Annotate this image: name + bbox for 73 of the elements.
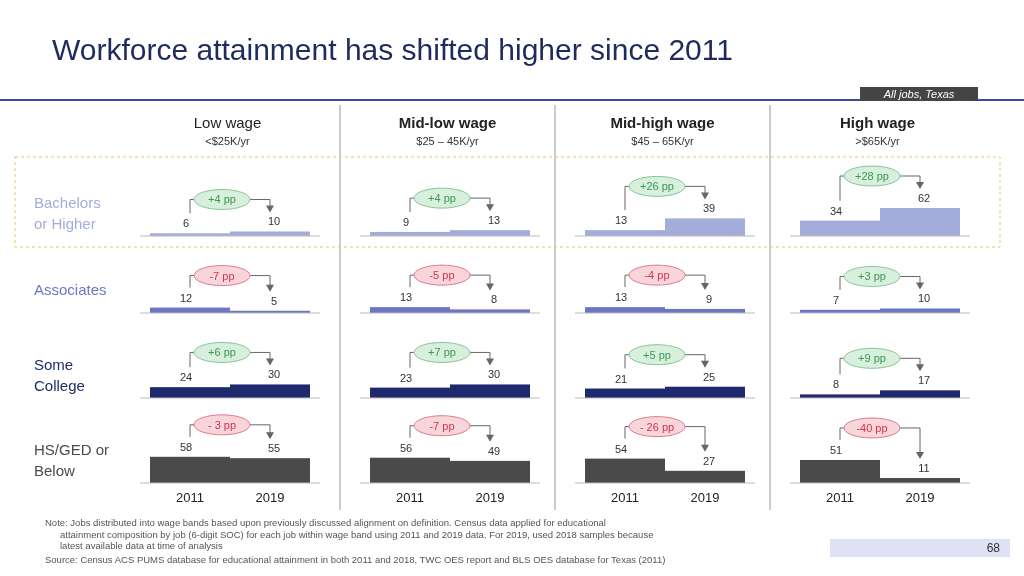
chart-subtitle: $25 – 45K/yr — [416, 135, 480, 147]
text: -7 pp — [429, 419, 455, 432]
text: +4 pp — [428, 192, 456, 205]
x-tick-label: 2011 — [826, 490, 854, 505]
data-label: 34 — [829, 204, 843, 217]
data-label: 13 — [614, 214, 628, 227]
x-tick-label: 2019 — [475, 490, 505, 505]
chart-title: High wage — [839, 114, 916, 131]
chart-subtitle: >$65K/yr — [855, 135, 900, 147]
text: - 3 pp — [207, 418, 237, 431]
data-label: 23 — [399, 371, 413, 384]
y-axis-title: Associates — [34, 281, 107, 298]
data-label: 25 — [702, 370, 716, 383]
data-label: 24 — [179, 371, 193, 384]
data-label: 5 — [270, 294, 278, 307]
data-label: 17 — [917, 374, 931, 387]
data-label: 51 — [829, 443, 843, 456]
chart-title: Mid-low wage — [398, 114, 497, 131]
x-tick-label: 2019 — [255, 490, 285, 505]
data-label: 55 — [267, 442, 281, 455]
text: +9 pp — [858, 352, 886, 365]
text: 68 — [986, 541, 1001, 555]
text: +5 pp — [643, 348, 671, 361]
data-label: 27 — [702, 454, 716, 467]
data-label: 58 — [179, 440, 193, 453]
data-label: 10 — [267, 215, 281, 228]
data-label: 30 — [267, 368, 281, 381]
text: -40 pp — [856, 421, 888, 434]
data-label: 62 — [917, 192, 931, 204]
data-label: 13 — [614, 291, 628, 304]
text: -4 pp — [644, 269, 670, 282]
x-tick-label: 2011 — [176, 490, 204, 505]
y-axis-title: HS/GED or Below — [34, 441, 110, 479]
x-tick-label: 2019 — [905, 490, 935, 505]
data-label: 7 — [832, 293, 840, 306]
text: +28 pp — [855, 170, 889, 182]
data-label: 13 — [399, 291, 413, 304]
text: Note: Jobs distributed into wage bands based upon previously discussed alignment on definition. Census data applied for educational attainment composition by job (6-digit SOC) for each job within wage band using 2011 and 2019 data. For 2019, used 2018 samples because latest available data at time of analysis — [45, 517, 654, 551]
data-label: 8 — [490, 293, 498, 306]
y-axis-title: Bachelors or Higher — [34, 194, 101, 232]
data-label: 56 — [399, 441, 413, 454]
x-tick-label: 2019 — [690, 490, 720, 505]
data-label: 54 — [614, 442, 628, 455]
data-label: 39 — [702, 202, 716, 215]
data-label: 21 — [614, 372, 628, 385]
data-label: 13 — [487, 214, 501, 227]
chart-subtitle: <$25K/yr — [205, 135, 250, 147]
x-tick-label: 2011 — [611, 490, 639, 505]
text: +3 pp — [858, 270, 886, 283]
data-label: 8 — [832, 378, 840, 391]
data-label: 9 — [705, 292, 713, 305]
data-label: 6 — [182, 217, 190, 230]
text: -7 pp — [209, 269, 235, 282]
x-tick-label: 2011 — [396, 490, 424, 505]
chart-title: Mid-high wage — [610, 114, 715, 131]
text: - 26 pp — [639, 420, 675, 433]
text: +6 pp — [208, 346, 236, 359]
text: -5 pp — [429, 269, 455, 282]
text: Workforce attainment has shifted higher since 2011 — [52, 33, 733, 66]
text: All jobs, Texas — [882, 88, 955, 100]
chart-title: Low wage — [193, 114, 262, 131]
data-label: 12 — [179, 291, 193, 304]
chart-subtitle: $45 – 65K/yr — [631, 135, 695, 147]
data-label: 11 — [918, 462, 930, 475]
text: +4 pp — [208, 193, 236, 206]
y-axis-title: Some College — [34, 356, 85, 394]
data-label: 49 — [487, 444, 501, 457]
data-label: 10 — [917, 292, 931, 305]
source-note: Source: Census ACS PUMS database for educational attainment in both 2011 and 2018, TWC OES report and BLS OES database for Texas (2011) — [45, 553, 666, 565]
text: +7 pp — [428, 346, 456, 359]
data-label: 9 — [402, 215, 410, 228]
text: +26 pp — [640, 180, 674, 193]
data-label: 30 — [487, 368, 501, 381]
